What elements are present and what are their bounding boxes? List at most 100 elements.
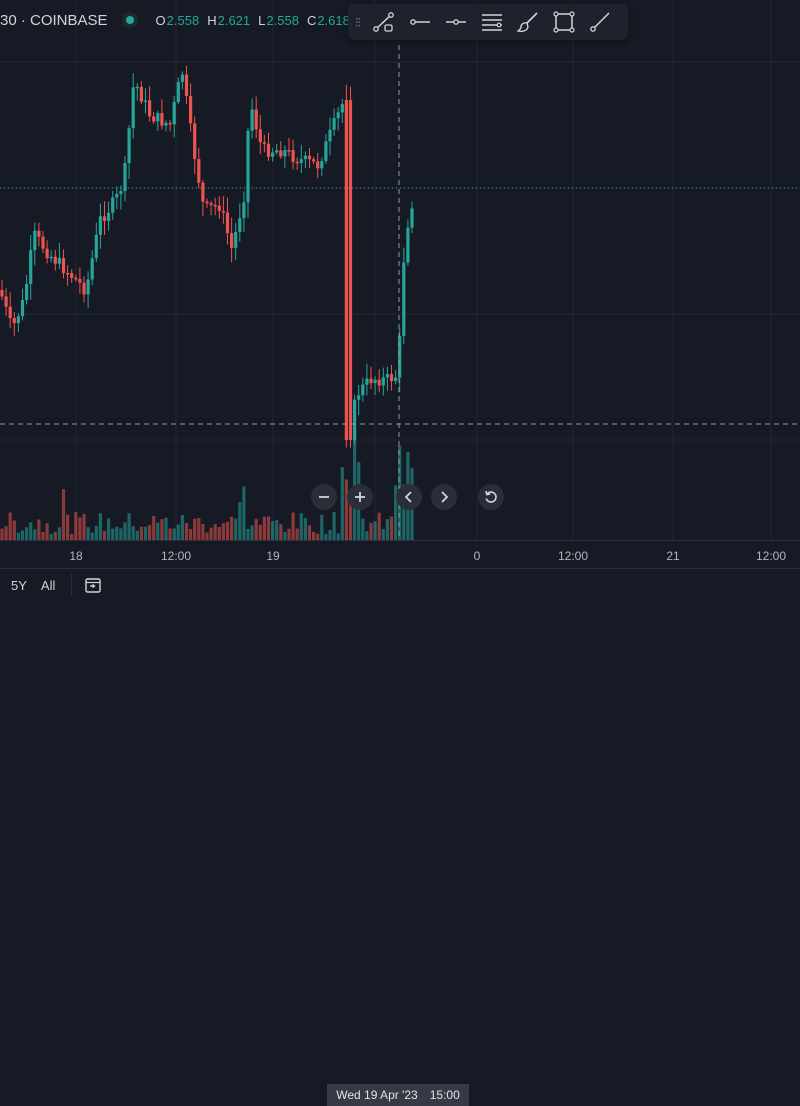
volume-bar <box>246 528 250 540</box>
volume-bar <box>385 519 389 540</box>
range-5y-button[interactable]: 5Y <box>11 577 27 593</box>
candle-body <box>283 150 287 157</box>
go-to-date-button[interactable] <box>84 576 102 594</box>
reset-chart-button[interactable] <box>478 484 504 510</box>
time-axis[interactable]: 18 12:00 19 0 12:00 21 12:00 Wed 19 Apr … <box>0 540 800 1106</box>
volume-bar <box>45 523 49 540</box>
volume-bar <box>389 516 394 540</box>
candle-body <box>74 277 78 280</box>
reset-icon <box>485 490 497 503</box>
candle-body <box>217 205 221 211</box>
ray-line-icon[interactable] <box>582 4 618 40</box>
volume-bar <box>348 491 353 540</box>
volume-bar <box>295 528 299 540</box>
candle-body <box>193 123 197 160</box>
candle-body <box>250 109 254 131</box>
candle-body <box>373 379 377 384</box>
volume-bar <box>394 485 398 540</box>
volume-bar <box>8 512 12 540</box>
candle-body <box>102 216 107 221</box>
volume-bar <box>164 517 168 540</box>
volume-bar <box>250 525 254 540</box>
candle-body <box>303 155 307 160</box>
candle-body <box>70 273 74 278</box>
volume-bar <box>217 526 221 540</box>
candle-body <box>389 374 394 382</box>
time-tick-label: 12:00 <box>160 549 192 563</box>
zoom-in-button[interactable] <box>347 484 373 510</box>
volume-bar <box>61 489 66 540</box>
volume-bar <box>49 533 53 540</box>
candle-body <box>8 306 12 319</box>
text-lines-icon[interactable] <box>474 4 510 40</box>
horizontal-ray-icon[interactable] <box>402 4 438 40</box>
volume-bar <box>41 531 45 540</box>
candle-body <box>410 208 414 228</box>
high-value: 2.621 <box>217 12 251 28</box>
volume-bar <box>299 513 303 540</box>
candle-body <box>20 300 25 317</box>
time-tick-label: 12:00 <box>557 549 589 563</box>
volume-bar <box>127 513 131 540</box>
candle-body <box>406 227 410 263</box>
candle-body <box>4 296 8 307</box>
candle-body <box>385 374 389 378</box>
volume-bar <box>303 518 307 540</box>
candle-body <box>316 161 320 169</box>
low-key: L <box>258 12 266 28</box>
chart-area[interactable] <box>0 0 800 540</box>
volume-bar <box>107 518 111 540</box>
candle-body <box>12 318 16 324</box>
candle-body <box>180 74 184 82</box>
brush-icon[interactable] <box>510 4 546 40</box>
candle-body <box>143 100 148 102</box>
volume-bar <box>66 514 70 540</box>
candle-body <box>197 159 201 183</box>
candle-body <box>332 118 336 130</box>
chevron-right-icon <box>441 491 449 503</box>
horizontal-line-icon[interactable] <box>438 4 474 40</box>
volume-bar <box>94 525 98 540</box>
rectangle-icon[interactable] <box>546 4 582 40</box>
drag-handle-icon[interactable]: ⁝⁝ <box>354 13 362 30</box>
candle-body <box>107 212 111 221</box>
candle-body <box>115 194 119 198</box>
candle-body <box>394 377 398 382</box>
time-tick-label: 0 <box>473 549 481 563</box>
scroll-left-button[interactable] <box>396 484 422 510</box>
volume-bar <box>12 520 16 540</box>
volume-bar <box>238 502 242 540</box>
candle-body <box>258 129 262 143</box>
time-tick-label: 21 <box>666 549 680 563</box>
chevron-left-icon <box>404 491 412 503</box>
close-value: 2.618 <box>317 12 350 28</box>
candlestick-chart[interactable] <box>0 0 800 540</box>
volume-bar <box>344 479 348 540</box>
candle-body <box>221 210 225 213</box>
range-all-button[interactable]: All <box>40 577 56 593</box>
volume-bar <box>172 528 176 540</box>
volume-bar <box>135 530 139 540</box>
candle-body <box>119 191 123 195</box>
go-to-date-icon <box>85 578 102 593</box>
candle-body <box>320 161 324 169</box>
volume-bar <box>131 526 135 540</box>
candle-body <box>348 100 353 440</box>
candle-body <box>49 256 53 259</box>
candle-body <box>160 113 164 126</box>
trend-line-icon[interactable] <box>366 4 402 40</box>
candle-body <box>262 142 266 144</box>
volume-bar <box>70 533 74 540</box>
scroll-right-button[interactable] <box>431 484 457 510</box>
volume-bar <box>25 527 29 540</box>
volume-bar <box>102 530 107 540</box>
zoom-out-button[interactable] <box>311 484 337 510</box>
symbol-label[interactable]: 30 · COINBASE <box>0 11 108 29</box>
volume-bar <box>90 532 94 540</box>
candle-body <box>37 230 41 237</box>
candle-body <box>205 201 209 204</box>
candle-body <box>25 283 29 301</box>
time-tick-label: 18 <box>69 549 83 563</box>
open-key: O <box>155 12 166 28</box>
candle-body <box>357 395 361 400</box>
